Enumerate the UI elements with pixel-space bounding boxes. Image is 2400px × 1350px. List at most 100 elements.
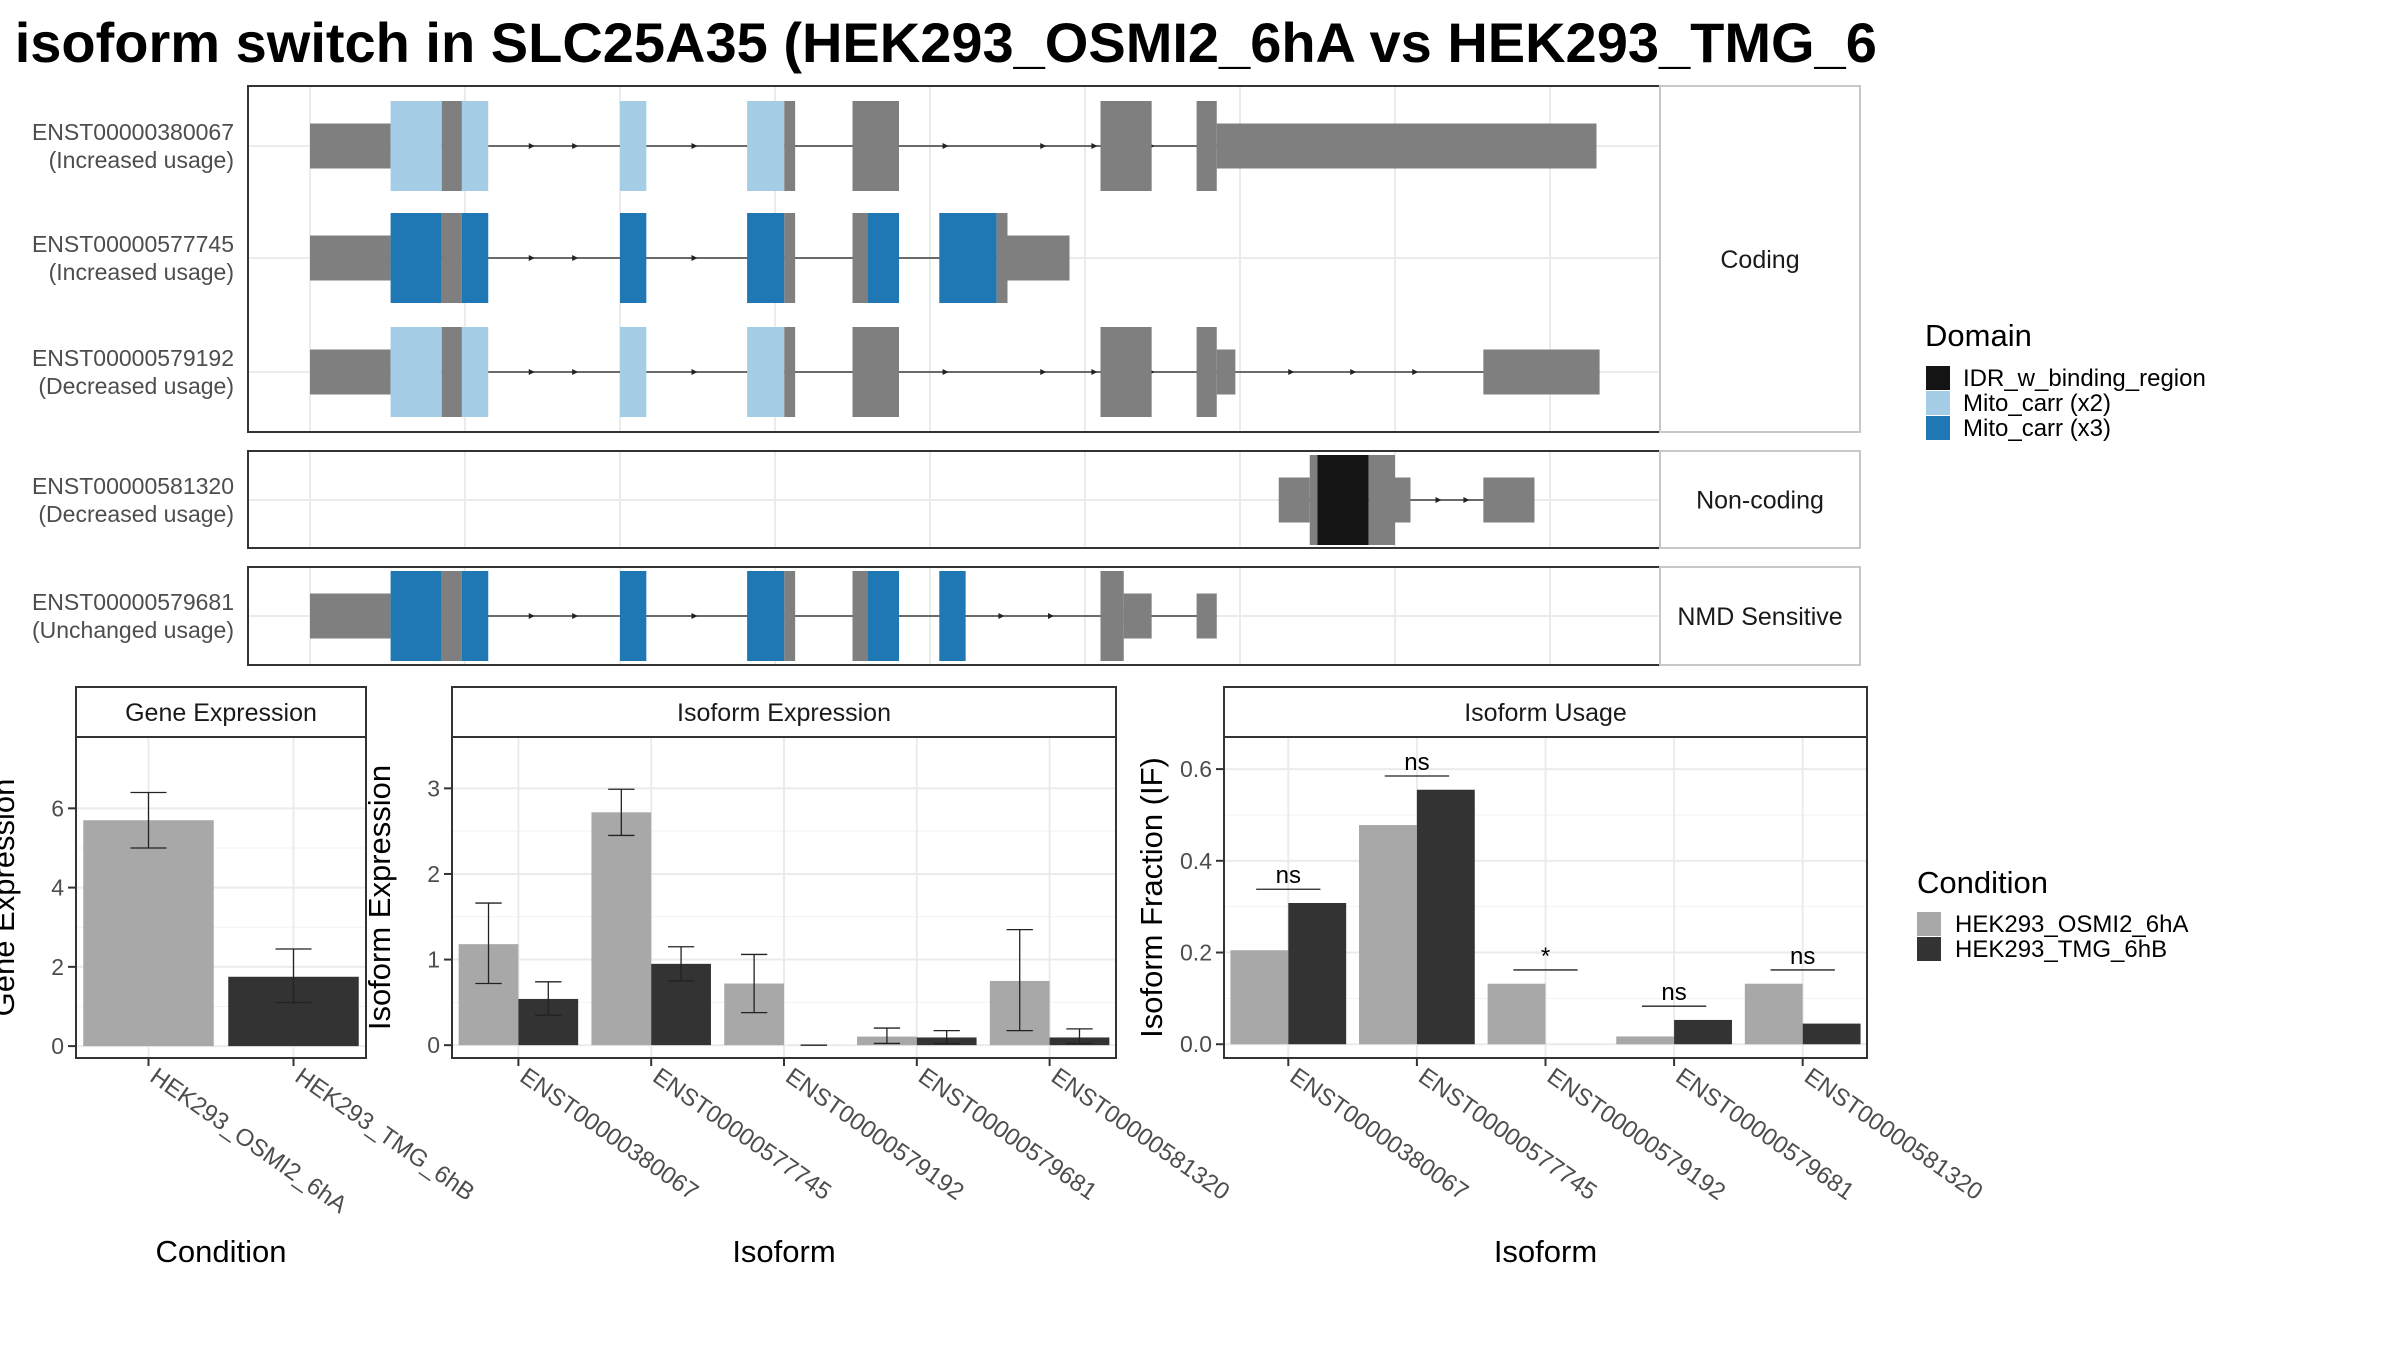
y-tick-label: 0 [51, 1033, 64, 1059]
bar [1359, 825, 1417, 1045]
domain-block [747, 213, 785, 303]
domain-block [461, 101, 489, 191]
exon-block [1395, 477, 1411, 523]
transcript-id-label: ENST00000380067 [32, 119, 234, 145]
exon-block [1196, 593, 1217, 639]
y-tick-label: 0.4 [1180, 848, 1212, 874]
domain-block [620, 571, 647, 661]
domain-block [461, 571, 489, 661]
exon-block [1216, 349, 1236, 395]
y-tick-label: 0.2 [1180, 940, 1212, 966]
significance-label: ns [1404, 749, 1429, 776]
intron-arrow [1091, 369, 1098, 375]
exon-block [1368, 455, 1395, 545]
significance-label: ns [1790, 943, 1815, 970]
isoform-usage-chart: Isoform Usagensns*nsns0.00.20.40.6ENST00… [1134, 686, 1987, 1269]
transcript-usage-label: (Unchanged usage) [32, 617, 234, 643]
transcript-id-label: ENST00000577745 [32, 231, 234, 257]
exon-block [1216, 123, 1597, 169]
intron-arrow [528, 143, 535, 149]
bar [1416, 789, 1475, 1045]
intron-arrow [691, 613, 698, 619]
intron-arrow [1091, 143, 1098, 149]
intron-arrow [1463, 497, 1470, 503]
facet-strip [1659, 85, 1861, 433]
exon-block [852, 101, 899, 191]
domain-block [868, 571, 899, 661]
intron-arrow [1435, 497, 1442, 503]
intron-arrow [942, 369, 949, 375]
intron-arrow [528, 369, 535, 375]
domain-block [461, 327, 489, 417]
exon-block [1123, 593, 1152, 639]
exon-block [1483, 349, 1600, 395]
intron-arrow [572, 613, 579, 619]
domain-block [461, 213, 489, 303]
exon-block [310, 235, 391, 281]
facet-strip [1659, 450, 1861, 549]
exon-block [1100, 571, 1124, 661]
bar [1230, 950, 1289, 1045]
exon-block [1196, 101, 1217, 191]
intron-arrow [691, 255, 698, 261]
domain-legend-key [1926, 366, 1950, 390]
exon-block [441, 571, 462, 661]
exon-block [1100, 327, 1152, 417]
intron-arrow [1040, 369, 1047, 375]
chart-panel-title: Gene Expression [125, 699, 317, 727]
transcript-id-label: ENST00000579192 [32, 345, 234, 371]
exon-block [1278, 477, 1310, 523]
domain-block [390, 101, 442, 191]
domain-block [939, 213, 997, 303]
exon-block [1483, 477, 1535, 523]
isoform-expression-chart: Isoform Expression0123ENST00000380067ENS… [362, 686, 1234, 1269]
chart-panel-border [75, 736, 367, 1059]
y-axis-title: Isoform Fraction (IF) [1134, 757, 1169, 1038]
y-axis-title: Gene Expression [0, 779, 21, 1017]
bar [83, 820, 214, 1047]
intron-arrow [528, 613, 535, 619]
domain-block [620, 101, 647, 191]
intron-arrow [528, 255, 535, 261]
x-axis-title: Isoform [1494, 1234, 1597, 1269]
domain-legend-label: Mito_carr (x2) [1963, 390, 2111, 417]
domain-legend-label: IDR_w_binding_region [1963, 365, 2206, 392]
facet-strip [1659, 566, 1861, 666]
exon-block [441, 213, 462, 303]
exon-block [441, 327, 462, 417]
bar [1744, 983, 1803, 1045]
intron-arrow [572, 143, 579, 149]
significance-label: * [1541, 943, 1550, 970]
y-tick-label: 0.6 [1180, 756, 1212, 782]
chart-title-clip: e isoform switch in SLC25A35 (HEK293_OSM… [0, 8, 1880, 78]
y-tick-label: 0.0 [1180, 1031, 1212, 1057]
y-tick-label: 0 [427, 1032, 440, 1058]
chart-panel-title: Isoform Expression [677, 699, 891, 727]
domain-block [390, 327, 442, 417]
domain-block [868, 213, 899, 303]
chart-title: e isoform switch in SLC25A35 (HEK293_OSM… [0, 11, 1880, 74]
exon-block [1196, 327, 1217, 417]
exon-block [1007, 235, 1070, 281]
transcript-usage-label: (Increased usage) [49, 259, 234, 285]
transcript-id-label: ENST00000579681 [32, 589, 234, 615]
exon-block [310, 593, 391, 639]
condition-legend-label: HEK293_TMG_6hB [1955, 936, 2167, 963]
y-tick-label: 2 [51, 954, 64, 980]
domain-legend-title: Domain [1925, 318, 2032, 353]
bar [1288, 903, 1347, 1045]
bar [1616, 1036, 1675, 1045]
intron-arrow [572, 369, 579, 375]
condition-legend-title: Condition [1917, 865, 2048, 900]
transcript-usage-label: (Increased usage) [49, 147, 234, 173]
intron-arrow [572, 255, 579, 261]
x-axis-title: Condition [156, 1234, 287, 1269]
domain-legend-key [1926, 416, 1950, 440]
x-axis-title: Isoform [732, 1234, 835, 1269]
exon-block [852, 213, 868, 303]
exon-block [784, 213, 796, 303]
domain-block [390, 571, 442, 661]
